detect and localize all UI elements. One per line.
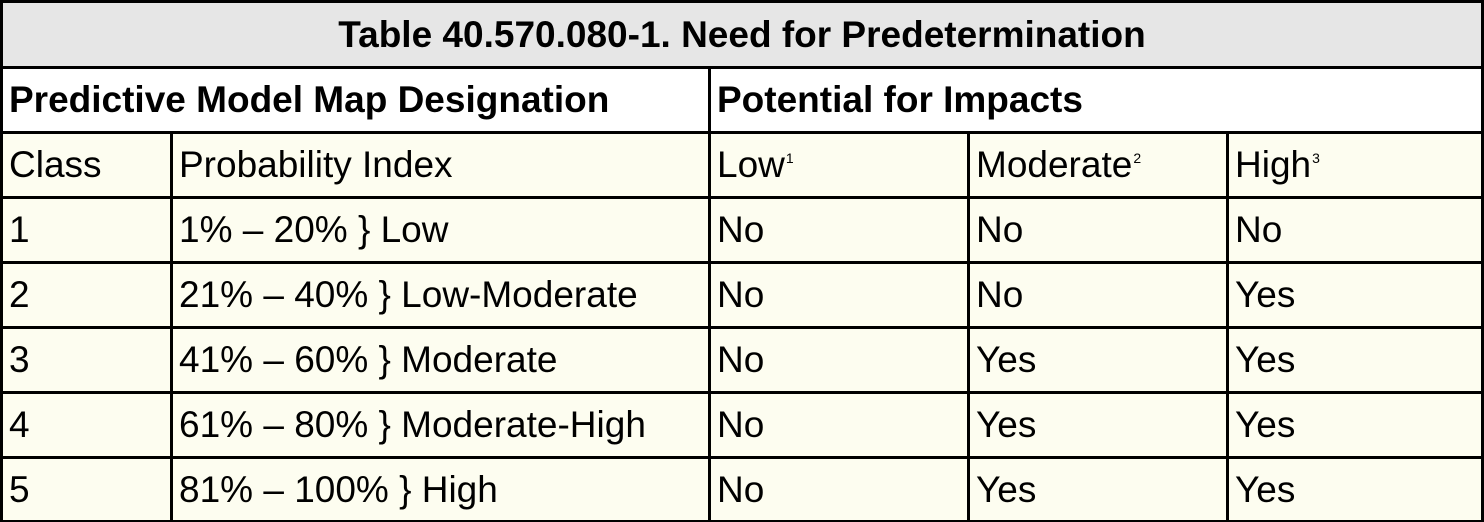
cell-text: No bbox=[717, 209, 765, 250]
cell-text: Yes bbox=[1235, 274, 1296, 315]
column-header-cell: Low1 bbox=[711, 134, 967, 196]
column-header-text: High bbox=[1235, 144, 1312, 185]
body-cell: No bbox=[711, 264, 967, 326]
cell-text: Yes bbox=[1235, 468, 1296, 510]
column-header: Low1 bbox=[717, 144, 794, 186]
cell-text: No bbox=[976, 274, 1024, 315]
body-cell: No bbox=[970, 199, 1226, 261]
footnote-marker: 3 bbox=[1312, 150, 1320, 166]
cell-text: Yes bbox=[976, 339, 1037, 380]
column-header-cell: High3 bbox=[1229, 134, 1481, 196]
cell-text: Yes bbox=[976, 404, 1037, 445]
cell-text: 2 bbox=[9, 274, 30, 315]
cell-text: Yes bbox=[1235, 404, 1296, 445]
column-header-text: Moderate bbox=[976, 144, 1133, 185]
body-cell: Yes bbox=[1229, 264, 1481, 326]
table-title: Table 40.570.080-1. Need for Predetermin… bbox=[338, 13, 1146, 55]
body-cell: 1% – 20% } Low bbox=[173, 199, 708, 261]
cell-text: Yes bbox=[976, 468, 1037, 510]
column-header: Probability Index bbox=[179, 144, 453, 186]
body-cell: 2 bbox=[3, 264, 170, 326]
body-cell: No bbox=[711, 394, 967, 456]
cell-text: No bbox=[717, 404, 765, 445]
cell-text: 81% – 100% } High bbox=[179, 468, 498, 510]
cell-text: 61% – 80% } Moderate-High bbox=[179, 404, 646, 445]
body-cell: No bbox=[711, 459, 967, 520]
body-cell: 5 bbox=[3, 459, 170, 520]
body-cell: No bbox=[1229, 199, 1481, 261]
column-header-text: Class bbox=[9, 144, 102, 185]
cell-text: 21% – 40% } Low-Moderate bbox=[179, 274, 638, 315]
cell-text: No bbox=[717, 468, 765, 510]
body-cell: 41% – 60% } Moderate bbox=[173, 329, 708, 391]
column-header: Class bbox=[9, 144, 102, 186]
body-cell: No bbox=[711, 329, 967, 391]
body-cell: No bbox=[970, 264, 1226, 326]
column-header-cell: Probability Index bbox=[173, 134, 708, 196]
group-header-cell: Potential for Impacts bbox=[711, 69, 1481, 131]
cell-text: 1 bbox=[9, 209, 30, 250]
body-cell: No bbox=[711, 199, 967, 261]
body-cell: Yes bbox=[1229, 459, 1481, 520]
column-header-cell: Moderate2 bbox=[970, 134, 1226, 196]
footnote-marker: 2 bbox=[1133, 150, 1142, 166]
cell-text: Yes bbox=[1235, 339, 1296, 380]
body-cell: Yes bbox=[1229, 329, 1481, 391]
cell-text: 41% – 60% } Moderate bbox=[179, 339, 558, 380]
body-cell: 3 bbox=[3, 329, 170, 391]
body-cell: 1 bbox=[3, 199, 170, 261]
body-cell: 81% – 100% } High bbox=[173, 459, 708, 520]
column-header-cell: Class bbox=[3, 134, 170, 196]
column-header-text: Probability Index bbox=[179, 144, 453, 185]
group-header-cell: Predictive Model Map Designation bbox=[3, 69, 708, 131]
cell-text: 1% – 20% } Low bbox=[179, 209, 449, 250]
title-cell: Table 40.570.080-1. Need for Predetermin… bbox=[3, 3, 1481, 66]
cell-text: 5 bbox=[9, 468, 30, 510]
column-header: High3 bbox=[1235, 144, 1320, 186]
cell-text: No bbox=[1235, 209, 1283, 250]
body-cell: 61% – 80% } Moderate-High bbox=[173, 394, 708, 456]
group-header: Potential for Impacts bbox=[717, 79, 1083, 120]
body-cell: Yes bbox=[970, 329, 1226, 391]
cell-text: 4 bbox=[9, 404, 30, 445]
body-cell: Yes bbox=[1229, 394, 1481, 456]
cell-text: No bbox=[976, 209, 1024, 250]
body-cell: Yes bbox=[970, 459, 1226, 520]
body-cell: 21% – 40% } Low-Moderate bbox=[173, 264, 708, 326]
cell-text: 3 bbox=[9, 339, 30, 380]
cell-text: No bbox=[717, 339, 765, 380]
column-header: Moderate2 bbox=[976, 144, 1141, 186]
cell-text: No bbox=[717, 274, 765, 315]
body-cell: 4 bbox=[3, 394, 170, 456]
group-header: Predictive Model Map Designation bbox=[9, 79, 610, 120]
body-cell: Yes bbox=[970, 394, 1226, 456]
footnote-marker: 1 bbox=[785, 150, 794, 166]
column-header-text: Low bbox=[717, 144, 785, 185]
